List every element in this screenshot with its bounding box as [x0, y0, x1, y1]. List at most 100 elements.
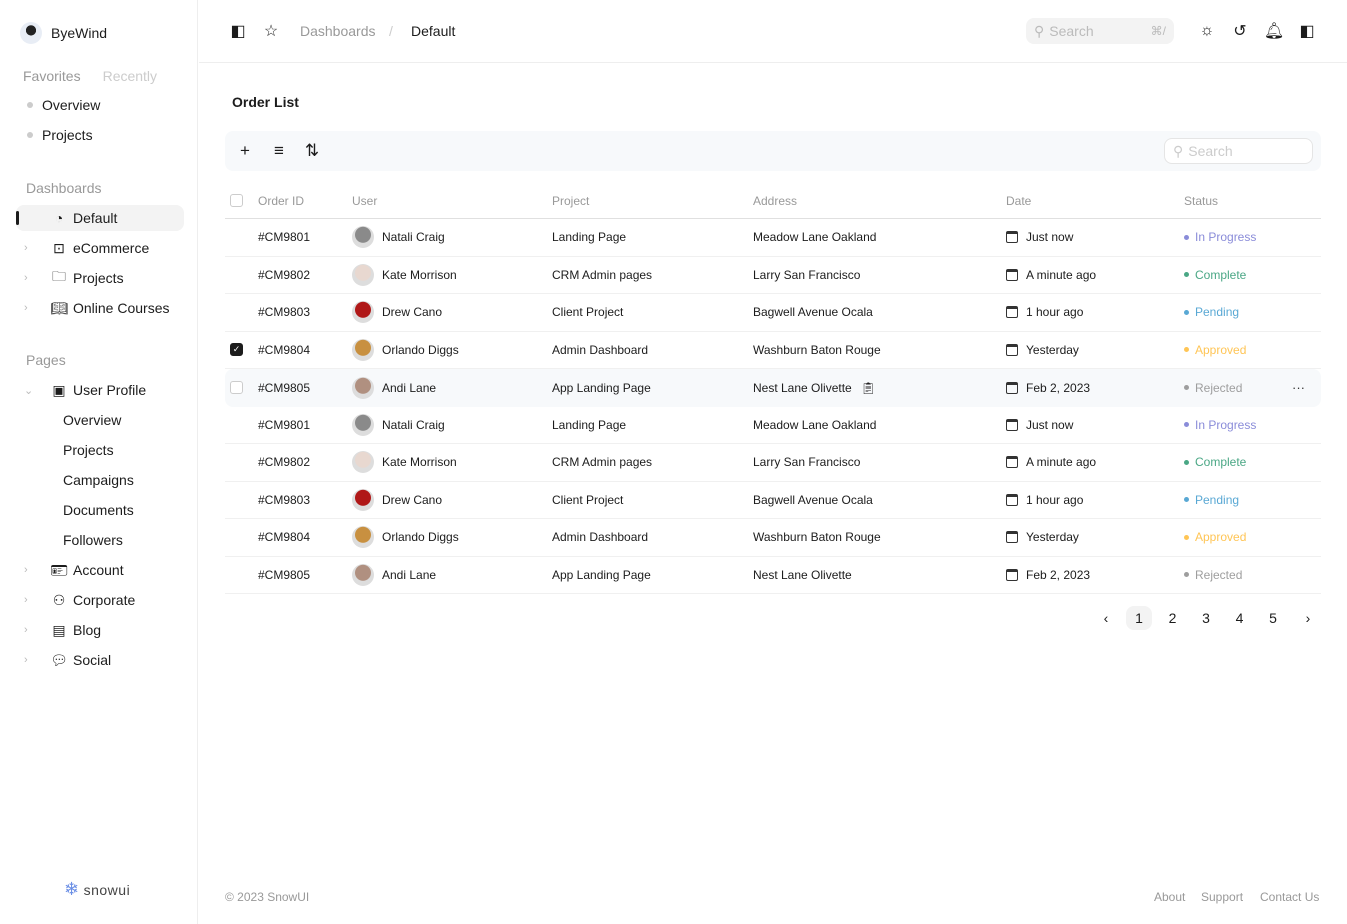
favorite-item-projects[interactable]: Projects	[27, 127, 93, 143]
page-4-button[interactable]: 4	[1235, 610, 1244, 626]
sidebar-subitem-overview[interactable]: Overview	[63, 412, 122, 428]
shortcut-hint: ⌘/	[1150, 24, 1166, 38]
search-placeholder: Search	[1188, 143, 1233, 159]
sort-icon[interactable]: ⇅	[304, 141, 320, 160]
sun-icon[interactable]: ☼	[1199, 22, 1215, 39]
tab-recently[interactable]: Recently	[102, 68, 158, 84]
address: Meadow Lane Oakland	[753, 230, 877, 245]
table-row[interactable]: #CM9804 Orlando Diggs Admin Dashboard Wa…	[225, 519, 1321, 557]
page-3-button[interactable]: 3	[1202, 610, 1210, 626]
favorite-item-overview[interactable]: Overview	[27, 97, 100, 113]
project: App Landing Page	[552, 567, 651, 582]
page-1-button[interactable]: 1	[1126, 606, 1152, 630]
user-cell: Kate Morrison	[352, 451, 457, 474]
user-profile[interactable]: ByeWind	[20, 22, 107, 44]
sidebar-item-default[interactable]: ◔ Default	[16, 205, 184, 231]
status-text: Approved	[1195, 530, 1247, 545]
date: 1 hour ago	[1026, 492, 1084, 507]
filter-icon[interactable]: ≡	[274, 141, 284, 160]
table-header: Order ID User Project Address Date Statu…	[225, 183, 1321, 219]
sidebar-subitem-projects[interactable]: Projects	[63, 442, 114, 458]
user-profile-icon: ▣	[52, 381, 66, 398]
address: Nest Lane Olivette	[753, 380, 852, 395]
date: Yesterday	[1026, 342, 1079, 357]
row-checkbox[interactable]	[230, 381, 243, 395]
avatar	[352, 376, 374, 399]
table-row[interactable]: ✓ #CM9804 Orlando Diggs Admin Dashboard …	[225, 332, 1321, 369]
table-row[interactable]: #CM9802 Kate Morrison CRM Admin pages La…	[225, 257, 1321, 294]
table-row[interactable]: #CM9805 Andi Lane App Landing Page Nest …	[225, 369, 1321, 407]
table-row[interactable]: #CM9801 Natali Craig Landing Page Meadow…	[225, 407, 1321, 444]
footer-link-about[interactable]: About	[1154, 890, 1186, 904]
sidebar-item-ecommerce[interactable]: › ⊡ eCommerce	[16, 235, 184, 261]
status-dot	[1184, 385, 1189, 391]
clipboard-icon[interactable]: 📋︎	[860, 380, 876, 395]
status-dot	[1184, 534, 1189, 540]
sidebar-item-corporate[interactable]: › ⚇ Corporate	[16, 587, 184, 613]
avatar	[20, 22, 42, 44]
project: CRM Admin pages	[552, 267, 653, 282]
avatar	[352, 263, 374, 286]
footer-link-contact[interactable]: Contact Us	[1260, 890, 1320, 904]
sidebar-item-social[interactable]: › 💬︎ Social	[16, 647, 184, 673]
sidebar-item-online-courses[interactable]: › 📖︎ Online Courses	[16, 295, 184, 321]
calendar-icon	[1006, 568, 1018, 581]
search-icon: ⚲	[1173, 142, 1184, 159]
sidebar-item-projects[interactable]: › 🗀︎ Projects	[16, 265, 184, 291]
next-page-icon[interactable]: ›	[1305, 610, 1311, 626]
address: Meadow Lane Oakland	[753, 417, 877, 432]
column-user: User	[352, 193, 378, 208]
address-cell: Larry San Francisco	[753, 268, 860, 282]
avatar	[352, 451, 374, 474]
date: Feb 2, 2023	[1026, 380, 1091, 395]
row-checkbox[interactable]: ✓	[230, 343, 243, 357]
notebook-icon: ▤	[52, 621, 66, 638]
user-name: Orlando Diggs	[382, 530, 459, 545]
sidebar-subitem-campaigns[interactable]: Campaigns	[63, 472, 134, 488]
status-text: Complete	[1195, 267, 1247, 282]
sidebar-item-blog[interactable]: › ▤ Blog	[16, 617, 184, 643]
page-2-button[interactable]: 2	[1168, 610, 1177, 626]
label: Projects	[73, 270, 124, 286]
select-all-checkbox[interactable]	[230, 194, 243, 207]
address-cell: Bagwell Avenue Ocala	[753, 493, 873, 507]
table-row[interactable]: #CM9802 Kate Morrison CRM Admin pages La…	[225, 444, 1321, 482]
sidebar-item-user-profile[interactable]: ⌄ ▣ User Profile	[16, 377, 184, 403]
status-text: Approved	[1195, 342, 1247, 357]
address: Washburn Baton Rouge	[753, 530, 881, 545]
header-search-input[interactable]: ⚲ Search ⌘/	[1026, 18, 1174, 44]
status-text: Pending	[1195, 305, 1240, 320]
sidebar-subitem-followers[interactable]: Followers	[63, 532, 123, 548]
footer-link-support[interactable]: Support	[1201, 890, 1244, 904]
status-badge: In Progress	[1184, 418, 1256, 432]
snowui-logo: ❄ snowui	[64, 879, 130, 900]
star-icon[interactable]: ☆	[263, 23, 279, 40]
table-row[interactable]: #CM9801 Natali Craig Landing Page Meadow…	[225, 219, 1321, 257]
more-options-icon[interactable]: ···	[1292, 380, 1305, 396]
history-icon[interactable]: ↺	[1233, 23, 1247, 40]
date-cell: A minute ago	[1006, 455, 1096, 469]
sidebar-subitem-documents[interactable]: Documents	[63, 502, 134, 518]
users-icon: ⚇	[52, 591, 66, 608]
page-5-button[interactable]: 5	[1269, 610, 1277, 626]
panel-toggle-icon[interactable]: ◧	[1299, 23, 1315, 40]
sidebar-toggle-icon[interactable]: ◧	[230, 23, 246, 40]
date-cell: Just now	[1006, 418, 1073, 432]
calendar-icon	[1006, 456, 1018, 469]
bell-icon[interactable]: 🔔︎	[1263, 23, 1285, 40]
avatar	[352, 488, 374, 511]
column-date: Date	[1006, 193, 1032, 208]
breadcrumb-dashboards[interactable]: Dashboards	[300, 23, 376, 39]
table-row[interactable]: #CM9803 Drew Cano Client Project Bagwell…	[225, 294, 1321, 332]
table-row[interactable]: #CM9805 Andi Lane App Landing Page Nest …	[225, 557, 1321, 594]
label: Online Courses	[73, 300, 170, 316]
add-icon[interactable]: +	[240, 141, 250, 160]
table-row[interactable]: #CM9803 Drew Cano Client Project Bagwell…	[225, 482, 1321, 519]
chevron-right-icon: ›	[24, 654, 28, 666]
status-badge: Rejected	[1184, 381, 1242, 395]
prev-page-icon[interactable]: ‹	[1103, 610, 1109, 626]
sidebar-item-account[interactable]: › 🪪︎ Account	[16, 557, 184, 583]
table-search-input[interactable]: ⚲ Search	[1164, 138, 1313, 164]
user-name: Andi Lane	[382, 567, 437, 582]
tab-favorites[interactable]: Favorites	[23, 68, 81, 84]
